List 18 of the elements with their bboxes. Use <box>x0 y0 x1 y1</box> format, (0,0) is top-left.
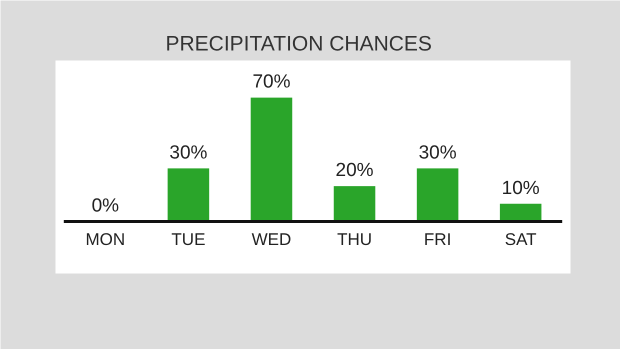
data-label: 30% <box>169 142 208 164</box>
x-tick-label: MON <box>86 230 126 250</box>
x-tick-label: SAT <box>504 230 537 250</box>
data-label: 70% <box>252 72 291 93</box>
x-tick-label: TUE <box>171 230 206 250</box>
bar <box>500 204 542 222</box>
bar <box>334 186 376 222</box>
x-tick-label: THU <box>337 230 372 250</box>
data-label: 20% <box>336 160 374 182</box>
data-label: 30% <box>418 142 457 164</box>
bar <box>250 98 292 222</box>
x-tick-label: WED <box>252 230 292 250</box>
bar <box>168 168 210 222</box>
bar <box>416 168 458 222</box>
x-tick-label: FRI <box>424 230 452 250</box>
data-label: 0% <box>92 196 120 217</box>
chart-title: PRECIPITATION CHANCES <box>166 32 432 56</box>
data-label: 10% <box>502 178 540 199</box>
